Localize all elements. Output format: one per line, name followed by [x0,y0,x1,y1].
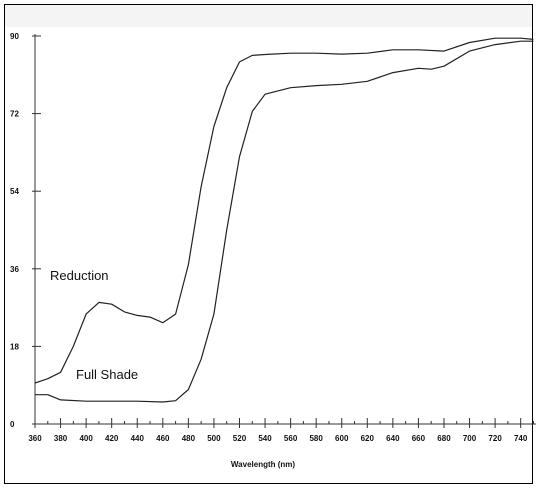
x-tick-label: 520 [233,434,247,443]
y-tick-label: 72 [10,110,19,119]
x-tick-label: 460 [156,434,170,443]
chart-top-strip [5,5,532,27]
x-tick-label: 640 [386,434,400,443]
y-tick-label: 54 [10,187,19,196]
y-tick-label: 90 [10,32,19,41]
series-line-full-shade [35,40,534,403]
x-tick-label: 420 [105,434,119,443]
x-tick-label: 720 [488,434,502,443]
x-tick-label: 500 [207,434,221,443]
y-tick-label: 0 [10,420,15,429]
x-tick-label: 680 [437,434,451,443]
x-tick-label: 360 [28,434,42,443]
series-label-reduction: Reduction [50,268,109,283]
x-tick-label: 700 [463,434,477,443]
x-tick-label: 480 [182,434,196,443]
x-tick-label: 620 [361,434,375,443]
x-tick-label: 560 [284,434,298,443]
chart-frame [4,4,533,484]
y-tick-label: 36 [10,265,19,274]
x-tick-label: 580 [309,434,323,443]
x-tick-label: 380 [54,434,68,443]
x-tick-label: 600 [335,434,349,443]
x-tick-label: 440 [131,434,145,443]
x-tick-label: 740 [514,434,528,443]
x-tick-label: 540 [258,434,272,443]
x-tick-label: 660 [412,434,426,443]
y-tick-label: 18 [10,342,19,351]
series-label-full-shade: Full Shade [76,367,138,382]
x-tick-label: 400 [79,434,93,443]
x-axis-title: Wavelength (nm) [231,460,295,469]
series-line-reduction [34,37,534,384]
